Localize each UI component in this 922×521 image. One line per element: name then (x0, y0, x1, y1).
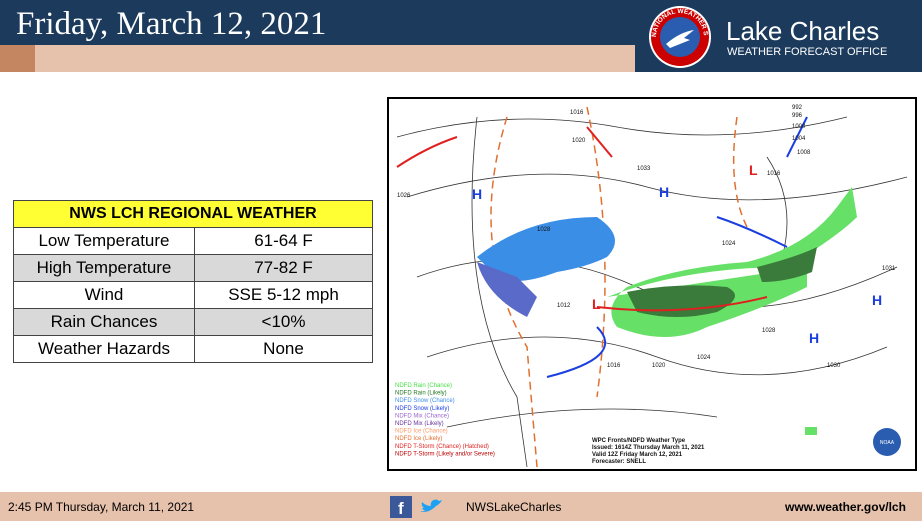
pressure-label: 1028 (537, 227, 551, 233)
cell: Weather Hazards (13, 335, 195, 363)
pressure-label: 1016 (767, 171, 781, 177)
low-label: L (749, 162, 758, 178)
caption-line: WPC Fronts/NDFD Weather Type (592, 438, 686, 444)
social-handle: NWSLakeCharles (466, 500, 562, 514)
cell: Wind (13, 281, 195, 309)
table-title: NWS LCH REGIONAL WEATHER (13, 200, 373, 228)
cell: 61-64 F (194, 227, 373, 255)
pressure-label: 992 (792, 105, 803, 111)
noaa-logo: NOAA (880, 440, 895, 446)
office-subtitle: WEATHER FORECAST OFFICE (727, 46, 888, 58)
high-label: H (659, 184, 669, 200)
legend-entry: NDFD Rain (Likely) (395, 391, 447, 397)
accent-strip (35, 45, 635, 72)
nws-logo: NATIONAL WEATHER SERVICE (640, 4, 711, 68)
legend-entry: NDFD Rain (Chance) (395, 383, 452, 389)
legend-entry: NDFD T-Storm (Likely and/or Severe) (395, 451, 495, 457)
pressure-label: 1026 (397, 193, 411, 199)
high-label: H (872, 292, 882, 308)
footer-bar (0, 492, 922, 521)
pressure-label: 1016 (570, 110, 584, 116)
pressure-label: 996 (792, 113, 803, 119)
legend-entry: NDFD Mix (Chance) (395, 413, 449, 419)
accent-strip (0, 45, 35, 72)
cell: <10% (194, 308, 373, 336)
title: Friday, March 12, 2021 (16, 6, 327, 42)
cell: SSE 5-12 mph (194, 281, 373, 309)
pressure-label: 1033 (637, 166, 651, 172)
pressure-label: 1008 (797, 150, 811, 156)
pressure-label: 1024 (722, 241, 736, 247)
caption-line: Valid 12Z Friday March 12, 2021 (592, 452, 683, 458)
cell: None (194, 335, 373, 363)
pressure-label: 1031 (882, 266, 896, 272)
pressure-label: 1020 (572, 138, 586, 144)
legend-entry: NDFD Ice (Likely) (395, 436, 442, 442)
cell: Low Temperature (13, 227, 195, 255)
pressure-label: 1020 (652, 363, 666, 369)
footer-url: www.weather.gov/lch (785, 500, 906, 514)
legend-entry: NDFD Ice (Chance) (395, 429, 448, 435)
office-name: Lake Charles (726, 16, 880, 46)
pressure-label: 1028 (762, 328, 776, 334)
caption-line: Issued: 1614Z Thursday March 11, 2021 (592, 445, 705, 451)
legend-entry: NDFD Mix (Likely) (395, 421, 444, 427)
legend-entry: NDFD Snow (Likely) (395, 406, 449, 412)
high-label: H (472, 186, 482, 202)
pressure-label: 1004 (792, 136, 806, 142)
weather-map: H H H H L L 1016 1020 1033 1028 1024 1012 1016… (387, 97, 917, 471)
pressure-label: 1012 (557, 303, 571, 309)
pressure-label: 1000 (792, 124, 806, 130)
high-label: H (809, 330, 819, 346)
social-icons: f (390, 496, 442, 518)
pressure-label: 1024 (697, 355, 711, 361)
pressure-label: 1030 (827, 363, 841, 369)
legend-entry: NDFD Snow (Chance) (395, 398, 455, 404)
cell: High Temperature (13, 254, 195, 282)
caption-line: Forecaster: SNELL (592, 459, 646, 465)
svg-text:f: f (398, 499, 404, 518)
legend-entry: NDFD T-Storm (Chance) (Hatched) (395, 444, 489, 450)
footer-time: 2:45 PM Thursday, March 11, 2021 (8, 500, 195, 514)
cell: 77-82 F (194, 254, 373, 282)
pressure-label: 1016 (607, 363, 621, 369)
low-label: L (592, 296, 601, 312)
cell: Rain Chances (13, 308, 195, 336)
weather-table: NWS LCH REGIONAL WEATHER Low Temperature… (13, 200, 373, 363)
